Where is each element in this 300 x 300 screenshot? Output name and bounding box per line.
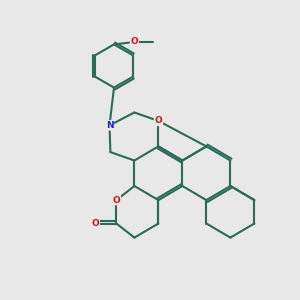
Text: O: O — [112, 196, 120, 205]
Text: N: N — [106, 121, 113, 130]
Text: O: O — [92, 219, 99, 228]
Text: O: O — [130, 38, 138, 46]
Text: O: O — [154, 116, 162, 125]
